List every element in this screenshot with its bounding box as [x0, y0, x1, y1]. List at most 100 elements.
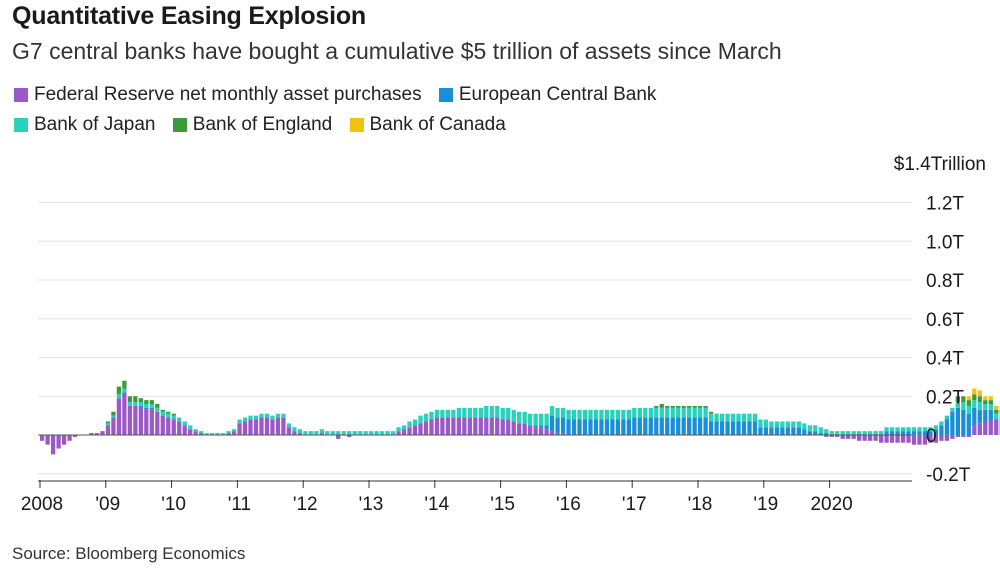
- bar-segment: [138, 405, 143, 408]
- bar-segment: [138, 402, 143, 406]
- bar-segment: [961, 402, 966, 410]
- bar-segment: [900, 427, 906, 432]
- bar-segment: [769, 421, 774, 428]
- bar-segment: [933, 435, 939, 443]
- x-tick-label: '14: [424, 494, 449, 515]
- bar-segment: [835, 431, 840, 436]
- bar-segment: [275, 413, 281, 418]
- bar-segment: [769, 427, 774, 435]
- bar-segment: [747, 413, 752, 422]
- bar-segment: [692, 417, 697, 435]
- legend-label-boj: Bank of Japan: [34, 114, 156, 135]
- bar-segment: [560, 407, 566, 418]
- bar-segment: [593, 419, 599, 435]
- bar-segment: [687, 407, 692, 418]
- bar-segment: [560, 417, 566, 434]
- bar-segment: [752, 421, 758, 435]
- bar-segment: [127, 405, 133, 435]
- bar-segment: [802, 423, 807, 430]
- bar-segment: [736, 421, 741, 435]
- bar-segment: [445, 409, 451, 418]
- bar-segment: [495, 417, 500, 435]
- bar-segment: [862, 431, 867, 436]
- bar-segment: [933, 425, 939, 430]
- bar-segment: [665, 407, 670, 418]
- bar-segment: [122, 388, 127, 393]
- bar-segment: [763, 419, 769, 428]
- bar-segment: [182, 421, 187, 426]
- bar-segment: [264, 413, 270, 418]
- bar-segment: [955, 435, 960, 437]
- bar-segment: [719, 413, 725, 422]
- bar-segment: [226, 433, 231, 435]
- bar-segment: [478, 417, 483, 435]
- bar-segment: [555, 433, 560, 435]
- bar-segment: [308, 431, 313, 436]
- bar-segment: [467, 417, 472, 435]
- bar-segment: [791, 427, 796, 435]
- bar-segment: [714, 421, 719, 435]
- bar-segment: [824, 429, 829, 434]
- bar-segment: [714, 413, 719, 422]
- bar-segment: [889, 435, 895, 443]
- bar-segment: [955, 407, 960, 436]
- bar-segment: [654, 405, 659, 408]
- bar-segment: [752, 413, 758, 422]
- bar-segment: [637, 417, 642, 435]
- bar-segment: [950, 411, 955, 435]
- chart-title: Quantitative Easing Explosion: [12, 2, 366, 30]
- bar-segment: [632, 417, 637, 435]
- bar-segment: [40, 435, 45, 441]
- bar-segment: [928, 431, 933, 436]
- bar-segment: [434, 409, 440, 418]
- bar-segment: [818, 427, 823, 434]
- bar-segment: [166, 417, 171, 435]
- legend-label-ecb: European Central Bank: [458, 84, 657, 105]
- bar-segment: [911, 427, 917, 432]
- bar-segment: [226, 431, 231, 434]
- bar-segment: [758, 419, 763, 428]
- bar-segment: [599, 409, 604, 420]
- bar-segment: [659, 404, 664, 408]
- bar-segment: [116, 386, 122, 395]
- bar-segment: [347, 435, 352, 437]
- bar-segment: [878, 431, 884, 436]
- bar-segment: [544, 413, 549, 426]
- bar-segment: [336, 431, 341, 436]
- bar-segment: [977, 396, 982, 403]
- bar-segment: [292, 427, 297, 432]
- bar-segment: [50, 435, 56, 455]
- bar-segment: [939, 421, 944, 426]
- bar-segment: [253, 419, 259, 435]
- bar-segment: [374, 431, 379, 436]
- bar-segment: [626, 419, 631, 435]
- bar-segment: [259, 417, 264, 435]
- bar-segment: [796, 427, 801, 435]
- bar-segment: [286, 423, 292, 428]
- bar-segment: [144, 404, 149, 408]
- bar-segment: [857, 431, 862, 436]
- bar-segment: [220, 433, 226, 435]
- bar-segment: [45, 435, 50, 445]
- bar-segment: [988, 419, 993, 435]
- bar-segment: [259, 413, 264, 418]
- legend-row-1: Federal Reserve net monthly asset purcha…: [14, 84, 668, 108]
- y-tick-label: -0.2T: [926, 465, 971, 486]
- bar-segment: [171, 413, 176, 416]
- bar-segment: [994, 405, 999, 410]
- bar-segment: [922, 431, 928, 436]
- bar-segment: [983, 409, 988, 422]
- bar-segment: [703, 405, 708, 408]
- bar-segment: [977, 409, 982, 424]
- bar-segment: [248, 415, 253, 420]
- bar-segment: [369, 431, 374, 436]
- x-tick-label: '09: [95, 494, 120, 515]
- bar-segment: [983, 404, 988, 410]
- bar-segment: [687, 417, 692, 435]
- bar-segment: [906, 427, 911, 432]
- bar-segment: [528, 425, 533, 435]
- bar-segment: [917, 435, 922, 445]
- bar-segment: [884, 431, 889, 436]
- bar-segment: [423, 421, 429, 435]
- bar-segment: [549, 405, 555, 416]
